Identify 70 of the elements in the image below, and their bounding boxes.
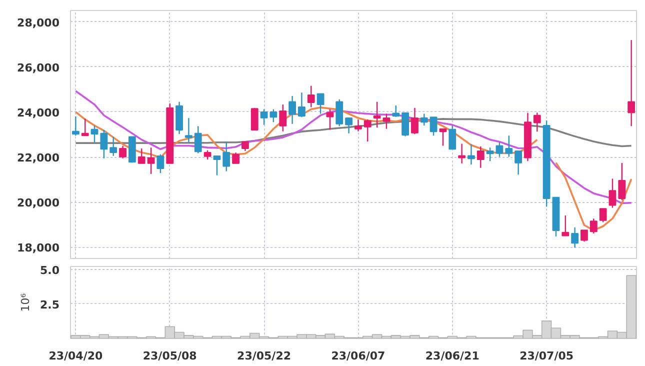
candlestick	[288, 95, 296, 125]
candlestick	[222, 141, 230, 172]
candlestick	[533, 112, 541, 132]
candlestick	[505, 135, 513, 158]
candlestick	[156, 154, 164, 174]
candlestick	[72, 116, 80, 136]
candlestick	[250, 107, 258, 131]
candlestick	[599, 208, 607, 223]
y-tick-label: 18,000	[17, 242, 60, 255]
y-tick-label: 2.5	[40, 298, 60, 312]
candlestick	[213, 155, 221, 176]
candlestick	[448, 124, 456, 150]
candlestick	[364, 118, 372, 142]
x-tick-label: 23/05/08	[142, 350, 197, 362]
candlestick	[194, 126, 202, 154]
candlestick	[458, 143, 466, 164]
candlestick	[354, 118, 362, 132]
candlestick	[392, 104, 400, 118]
candlestick	[90, 124, 98, 143]
candlestick	[336, 98, 344, 127]
candlestick	[571, 226, 579, 248]
candlestick	[270, 108, 278, 123]
candlestick	[326, 108, 334, 130]
candlestick	[204, 150, 212, 160]
y-tick-label: 20,000	[17, 196, 60, 210]
candlestick	[241, 141, 249, 152]
candlestick	[439, 128, 447, 146]
candlestick	[307, 85, 315, 108]
candlestick	[147, 146, 155, 175]
candlestick	[486, 146, 494, 162]
candlestick	[411, 107, 418, 135]
candlestick	[382, 113, 390, 130]
candlestick	[476, 146, 484, 168]
candlestick	[514, 150, 522, 176]
candlestick	[402, 112, 409, 137]
candlestick	[119, 145, 126, 159]
candlestick	[562, 214, 570, 236]
y-tick-label: 5.0	[40, 264, 60, 277]
candlestick	[232, 152, 240, 164]
candlestick	[345, 117, 352, 134]
candlestick	[316, 93, 324, 114]
candlestick	[618, 162, 626, 201]
x-tick-label: 23/06/21	[425, 350, 480, 362]
candlestick	[184, 117, 192, 143]
y-tick-label: 24,000	[17, 106, 60, 120]
candlestick	[580, 229, 588, 242]
y-axis-title: 10⁶	[19, 292, 32, 312]
x-tick-label: 23/04/20	[48, 350, 104, 362]
candlestick	[608, 178, 616, 208]
candlestick	[279, 104, 287, 132]
candlestick	[628, 39, 636, 127]
candlestick	[110, 136, 118, 157]
candlestick	[260, 108, 268, 126]
candlestick	[298, 92, 306, 118]
y-tick-label: 22,000	[17, 152, 60, 165]
candlestick	[420, 113, 428, 126]
candlestick	[496, 142, 504, 158]
candlestick	[373, 101, 381, 128]
x-tick-label: 23/06/07	[331, 350, 386, 362]
line-series	[74, 90, 632, 204]
x-tick-label: 23/07/05	[520, 350, 574, 362]
candlestick	[81, 118, 89, 136]
candlestick	[430, 116, 438, 136]
candlestick	[468, 144, 475, 166]
x-tick-label: 23/05/22	[237, 350, 292, 362]
candlestick	[100, 129, 108, 159]
y-tick-label: 28,000	[17, 16, 60, 30]
candlestick	[138, 148, 146, 164]
y-tick-label: 26,000	[17, 61, 60, 74]
candlestick	[590, 218, 598, 234]
